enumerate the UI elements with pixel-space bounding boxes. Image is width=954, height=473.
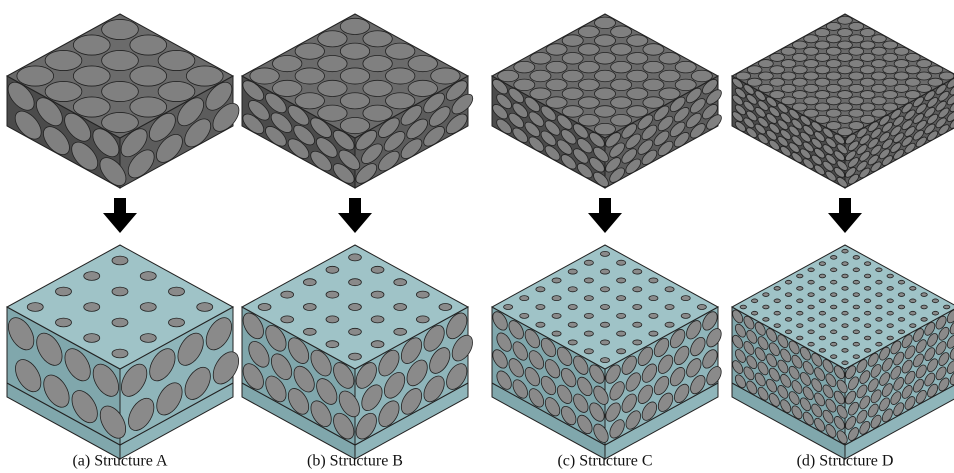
arrow-head [103, 213, 137, 233]
arrow-shaft [839, 198, 851, 214]
block [732, 14, 954, 189]
page: (a) Structure A (b) Structure B (c) Struct… [0, 0, 954, 473]
caption: (c) Structure C [557, 453, 652, 470]
arrow-head [338, 213, 372, 233]
arrow-head [828, 213, 862, 233]
block [242, 245, 473, 459]
caption: (b) Structure B [307, 453, 403, 470]
block [492, 245, 721, 459]
block [242, 14, 473, 190]
caption: (d) Structure D [797, 453, 894, 470]
figure: (a) Structure A (b) Structure B (c) Struct… [0, 0, 954, 473]
arrow-head [588, 213, 622, 233]
block [7, 245, 239, 459]
block [732, 245, 954, 459]
caption: (a) Structure A [72, 453, 168, 470]
arrow-shaft [599, 198, 611, 214]
arrow-shaft [349, 198, 361, 214]
block [492, 14, 721, 190]
block [7, 14, 239, 191]
arrow-shaft [114, 198, 126, 214]
